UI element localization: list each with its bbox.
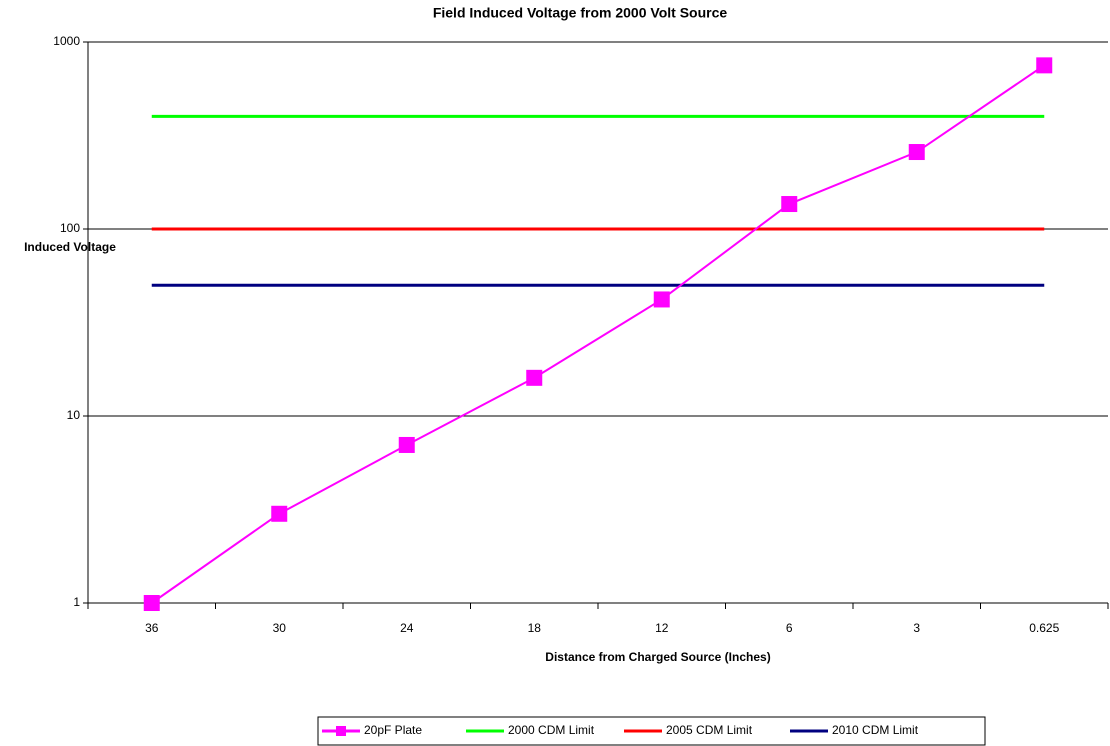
x-tick-label: 18 — [528, 621, 542, 635]
marker — [271, 505, 288, 522]
y-axis-label: Induced Voltage — [24, 240, 116, 254]
series-line — [151, 64, 1045, 604]
y-tick-label: 10 — [67, 408, 81, 422]
x-tick-label: 36 — [145, 621, 159, 635]
x-tick-label: 6 — [786, 621, 793, 635]
legend-label: 2005 CDM Limit — [666, 723, 753, 737]
x-tick-label: 30 — [273, 621, 287, 635]
x-tick-label: 24 — [400, 621, 414, 635]
x-axis-label: Distance from Charged Source (Inches) — [545, 650, 770, 664]
x-tick-label: 0.625 — [1029, 621, 1059, 635]
y-tick-label: 1000 — [53, 34, 80, 48]
marker — [653, 291, 670, 308]
chart-title: Field Induced Voltage from 2000 Volt Sou… — [433, 5, 728, 21]
marker — [526, 369, 543, 386]
marker — [143, 595, 160, 611]
marker — [398, 436, 415, 453]
marker — [908, 144, 925, 161]
y-tick-label: 1 — [73, 595, 80, 609]
legend-label: 20pF Plate — [364, 723, 422, 737]
x-tick-label: 3 — [913, 621, 920, 635]
marker — [1036, 57, 1053, 74]
legend-marker — [336, 726, 346, 736]
legend-label: 2000 CDM Limit — [508, 723, 595, 737]
y-tick-label: 100 — [60, 221, 80, 235]
legend-label: 2010 CDM Limit — [832, 723, 919, 737]
x-tick-label: 12 — [655, 621, 669, 635]
marker — [781, 196, 798, 213]
